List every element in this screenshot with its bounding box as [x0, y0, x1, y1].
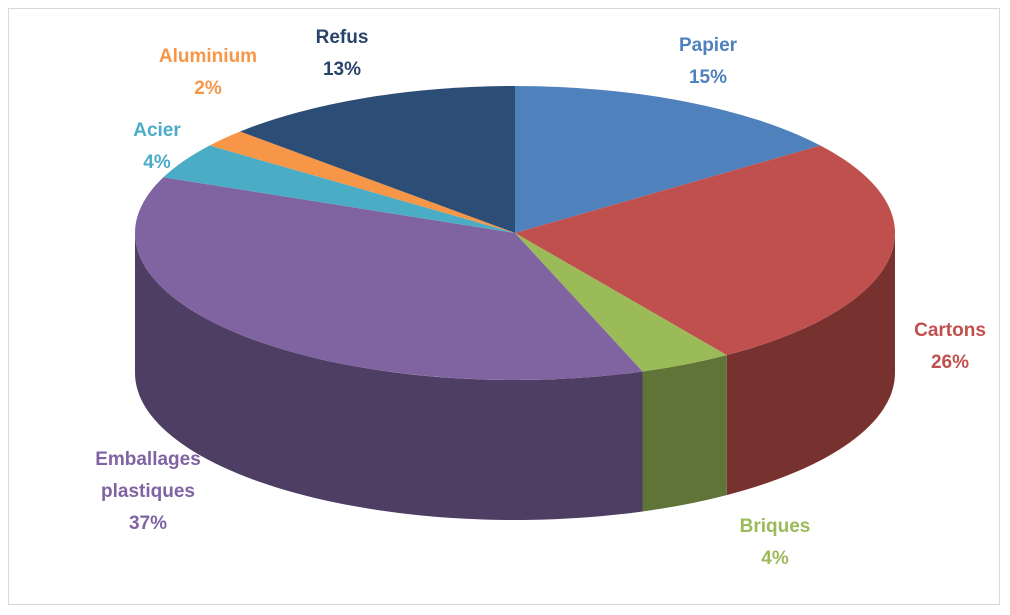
category-label: Briques: [739, 516, 811, 537]
category-label: Refus: [315, 27, 369, 48]
data-label: Acier 4%: [82, 115, 232, 179]
value-label: 37%: [128, 513, 168, 534]
value-label: 15%: [688, 67, 728, 88]
value-label: 13%: [322, 59, 362, 80]
pie-side: [726, 233, 895, 496]
pie-slice: [135, 177, 643, 380]
pie-slice: [209, 131, 516, 233]
category-label: Acier: [133, 120, 181, 141]
data-label: Cartons 26%: [875, 315, 1010, 379]
value-label: 4%: [761, 548, 789, 569]
data-label: Aluminium 2%: [133, 41, 283, 105]
chart-frame: [8, 8, 1000, 605]
pie-side: [135, 233, 643, 520]
data-label: Refus 13%: [267, 22, 417, 86]
category-label: Cartons: [914, 320, 986, 341]
data-label: Briques 4%: [700, 511, 850, 575]
value-label: 2%: [194, 78, 222, 99]
data-label: Papier 15%: [633, 30, 783, 94]
category-label: Papier: [678, 35, 738, 56]
value-label: 4%: [143, 152, 171, 173]
value-label: 26%: [930, 352, 970, 373]
pie-slice: [240, 86, 515, 233]
pie-slice: [515, 233, 727, 372]
pie-slice: [163, 145, 515, 233]
data-label: Emballages plastiques 37%: [73, 444, 223, 540]
category-label: Emballages plastiques: [95, 449, 201, 502]
pie-side: [642, 355, 727, 512]
pie-slice: [515, 145, 895, 356]
pie-slice: [515, 86, 821, 233]
category-label: Aluminium: [158, 46, 258, 67]
